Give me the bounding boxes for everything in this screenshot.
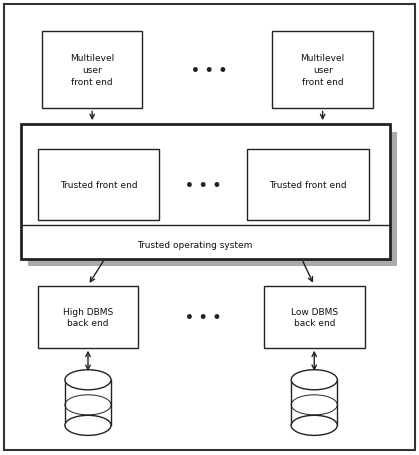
Text: • • •: • • • <box>185 311 221 324</box>
Text: • • •: • • • <box>185 178 221 192</box>
FancyBboxPatch shape <box>42 32 142 109</box>
Polygon shape <box>291 380 337 425</box>
FancyBboxPatch shape <box>247 150 369 221</box>
Text: Trusted front end: Trusted front end <box>59 181 137 190</box>
Text: Multilevel
user
front end: Multilevel user front end <box>70 54 114 87</box>
FancyBboxPatch shape <box>38 150 159 221</box>
Text: High DBMS
back end: High DBMS back end <box>63 307 113 328</box>
Polygon shape <box>65 380 111 425</box>
Text: Low DBMS
back end: Low DBMS back end <box>291 307 338 328</box>
Ellipse shape <box>65 415 111 435</box>
Ellipse shape <box>291 370 337 390</box>
Ellipse shape <box>291 415 337 435</box>
FancyBboxPatch shape <box>21 125 390 259</box>
Ellipse shape <box>65 370 111 390</box>
Text: Multilevel
user
front end: Multilevel user front end <box>300 54 345 87</box>
FancyBboxPatch shape <box>28 132 397 267</box>
Text: Trusted operating system: Trusted operating system <box>137 240 253 249</box>
FancyBboxPatch shape <box>264 287 365 348</box>
FancyBboxPatch shape <box>272 32 373 109</box>
Text: Trusted front end: Trusted front end <box>269 181 347 190</box>
FancyBboxPatch shape <box>38 287 138 348</box>
Text: • • •: • • • <box>191 64 228 77</box>
